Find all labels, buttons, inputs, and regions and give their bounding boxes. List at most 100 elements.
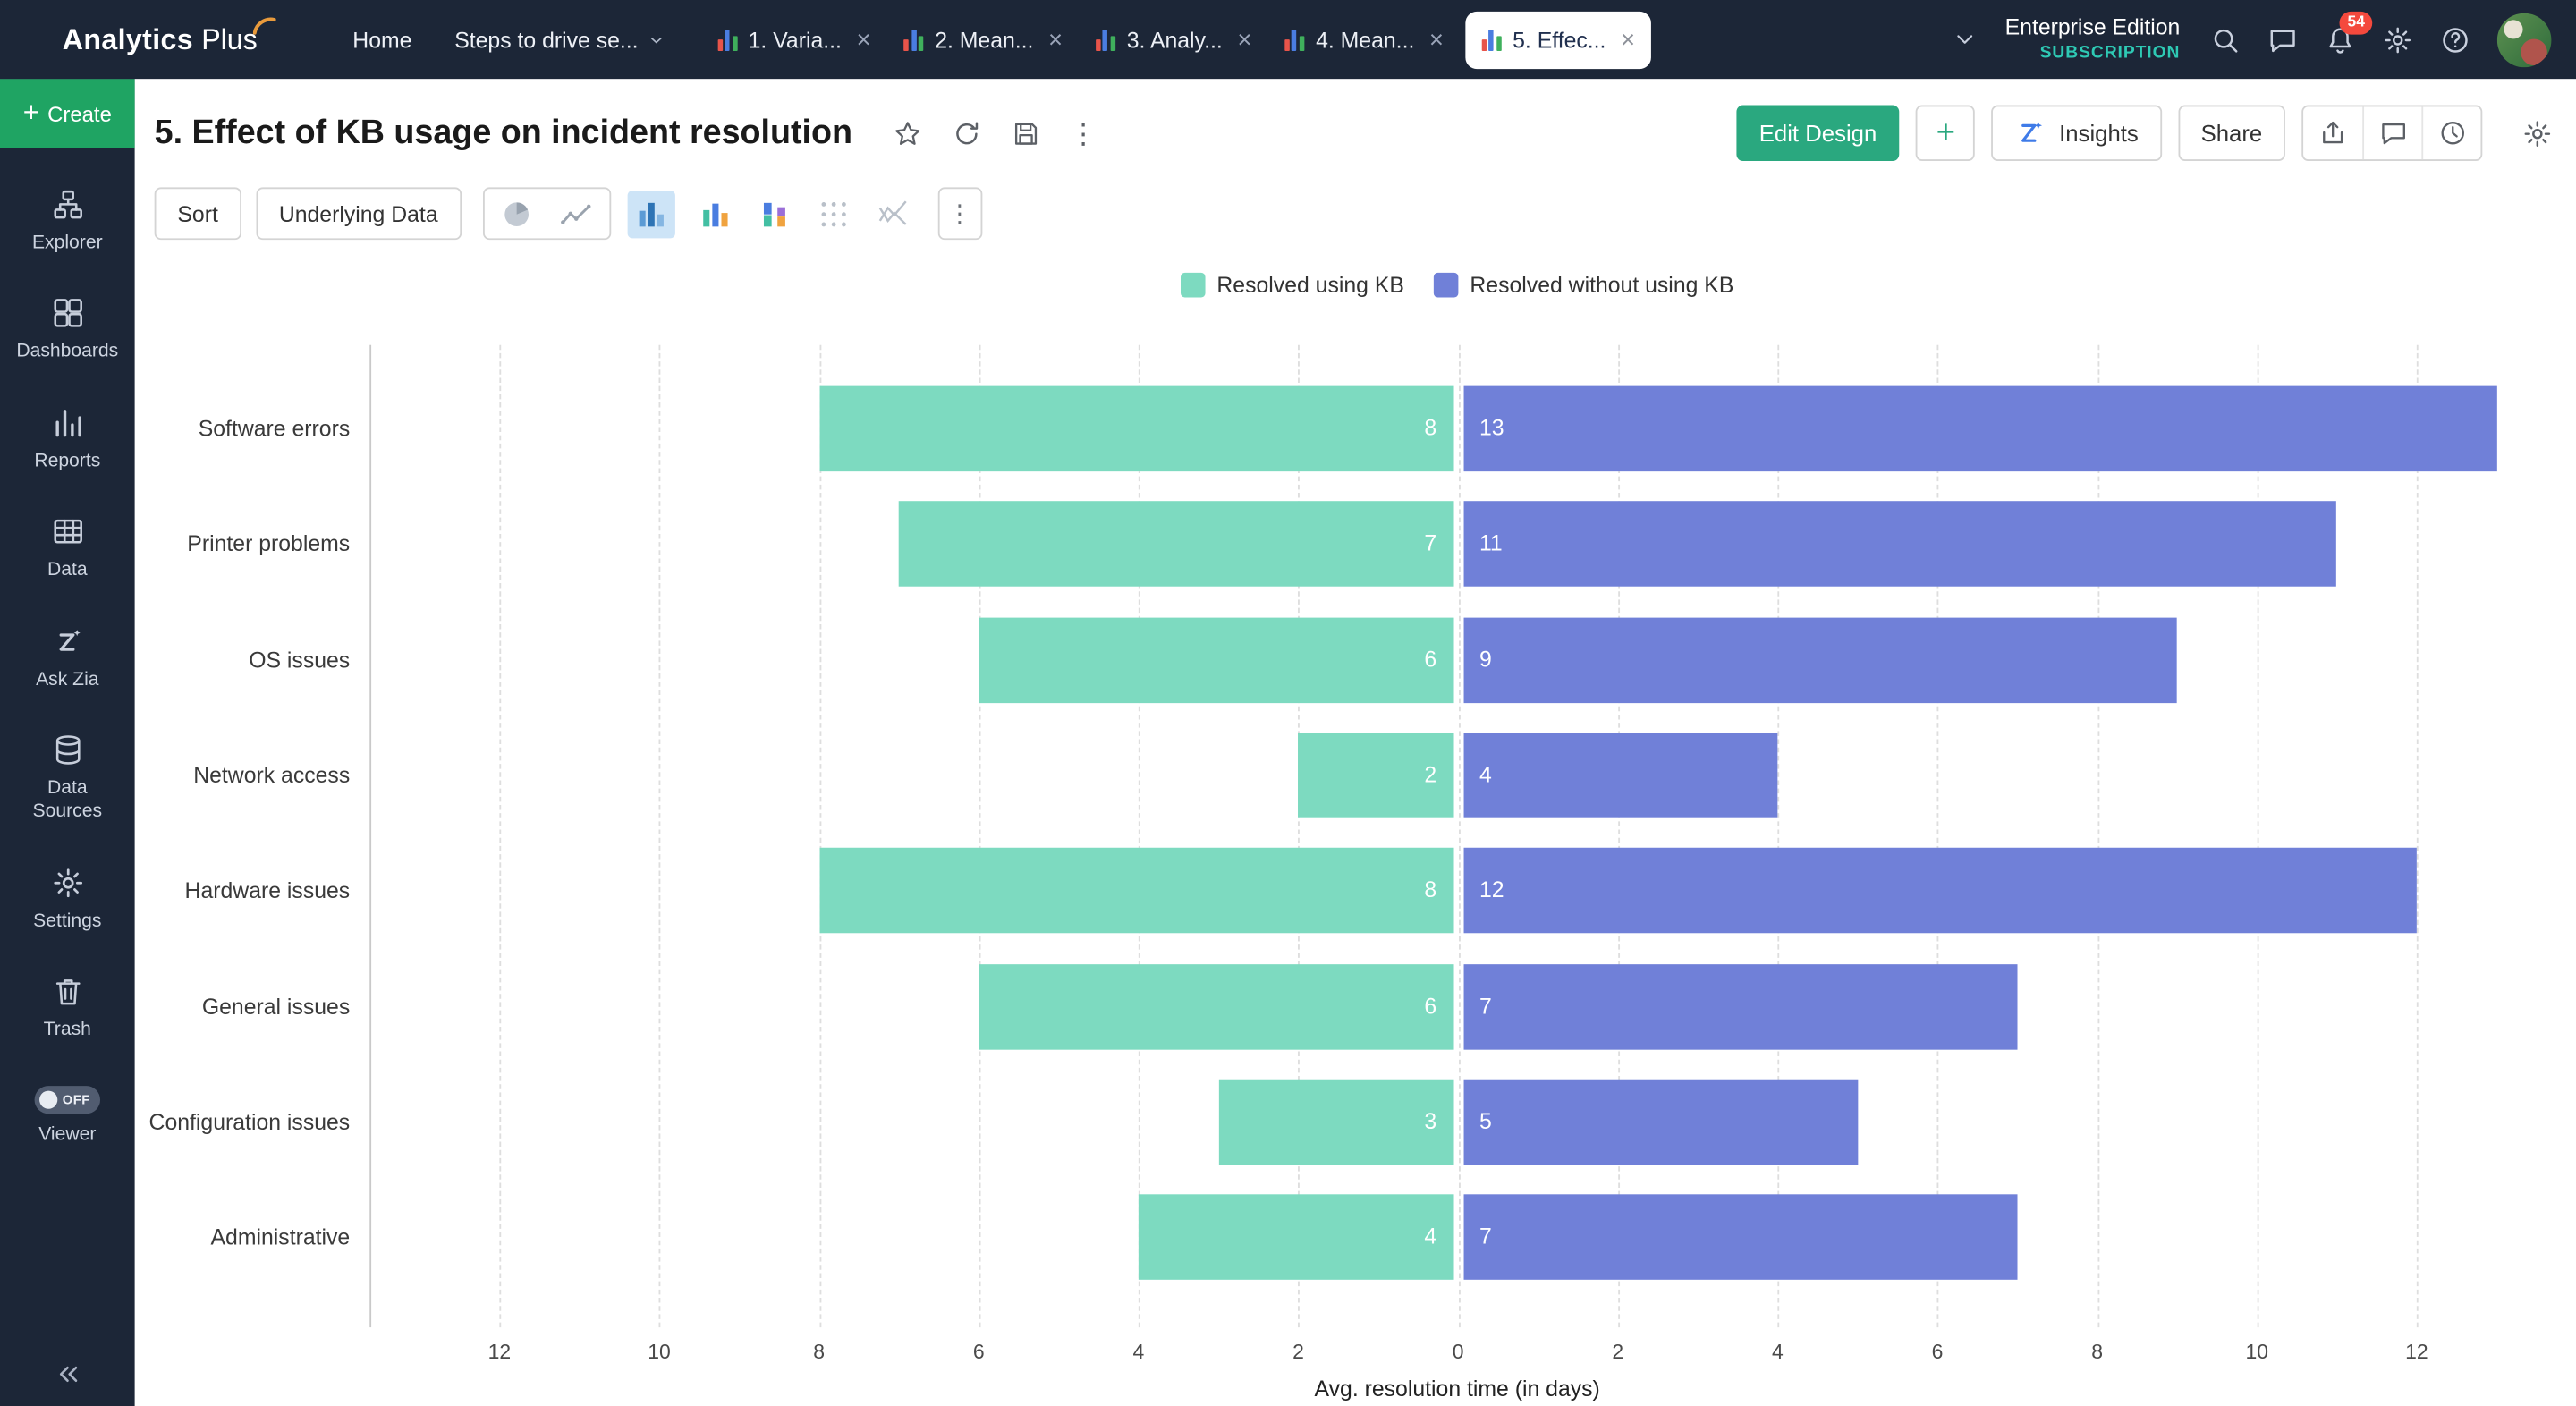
bar-resolved-without-using-kb[interactable]: 11 bbox=[1462, 501, 2337, 588]
sidebar-item-explorer[interactable]: Explorer bbox=[0, 187, 135, 255]
workspace-tab[interactable]: 1. Varia... × bbox=[700, 0, 887, 79]
avatar[interactable] bbox=[2496, 12, 2552, 67]
category-label: Printer problems bbox=[187, 531, 351, 557]
bar-value-label: 8 bbox=[1424, 877, 1437, 902]
bar-value-label: 13 bbox=[1479, 415, 1504, 441]
report-title: 5. Effect of KB usage on incident resolu… bbox=[154, 113, 853, 151]
add-button[interactable]: + bbox=[1916, 105, 1976, 161]
chart-type-group bbox=[482, 187, 611, 241]
save-icon[interactable] bbox=[1010, 117, 1041, 148]
line-chart-icon[interactable] bbox=[558, 196, 594, 232]
explorer-icon bbox=[50, 187, 85, 222]
pie-chart-icon[interactable] bbox=[499, 196, 535, 232]
bar-resolved-using-kb[interactable]: 6 bbox=[979, 616, 1453, 703]
help-icon[interactable] bbox=[2440, 24, 2471, 55]
sidebar-item-label: Viewer bbox=[38, 1125, 97, 1146]
workspace-tab[interactable]: 2. Mean... × bbox=[887, 0, 1080, 79]
tab-label: 1. Varia... bbox=[748, 27, 842, 52]
search-icon[interactable] bbox=[2209, 24, 2241, 55]
bell-icon[interactable]: 54 bbox=[2325, 10, 2373, 55]
stacked-chart-icon[interactable] bbox=[757, 196, 792, 232]
tab-overflow-chevron-icon[interactable] bbox=[1953, 26, 1979, 52]
gridline bbox=[1936, 344, 1939, 1328]
tab-strip: 1. Varia... × 2. Mean... × 3. Analy... × 4. Me… bbox=[700, 0, 1657, 79]
bar-resolved-without-using-kb[interactable]: 9 bbox=[1462, 616, 2177, 703]
x-tick-label: 10 bbox=[2245, 1340, 2268, 1364]
sidebar-item-label: Reports bbox=[34, 451, 101, 471]
bar-resolved-using-kb[interactable]: 8 bbox=[818, 385, 1453, 472]
sidebar-item-data[interactable]: Data bbox=[0, 514, 135, 582]
sidebar-item-trash[interactable]: Trash bbox=[0, 974, 135, 1042]
bar-resolved-using-kb[interactable]: 6 bbox=[979, 963, 1453, 1049]
bar-value-label: 8 bbox=[1424, 415, 1437, 441]
gear-icon[interactable] bbox=[2382, 24, 2413, 55]
sidebar-item-dashboards[interactable]: Dashboards bbox=[0, 296, 135, 364]
close-icon[interactable]: × bbox=[1237, 25, 1252, 54]
sidebar-item-viewer[interactable]: OFF Viewer bbox=[0, 1086, 135, 1148]
sidebar-collapse-icon[interactable] bbox=[0, 1359, 135, 1390]
chat-icon[interactable] bbox=[2267, 24, 2299, 55]
share-button[interactable]: Share bbox=[2177, 105, 2285, 161]
star-icon[interactable] bbox=[892, 117, 923, 148]
history-clock-icon[interactable] bbox=[2421, 106, 2480, 160]
bar-resolved-using-kb[interactable]: 2 bbox=[1298, 732, 1453, 818]
close-icon[interactable]: × bbox=[1048, 25, 1063, 54]
top-navbar: Analytics Plus Home Steps to drive se...… bbox=[0, 0, 2576, 80]
refresh-icon[interactable] bbox=[951, 117, 982, 148]
create-button[interactable]: + Create bbox=[0, 79, 135, 148]
bar-resolved-without-using-kb[interactable]: 7 bbox=[1462, 963, 2018, 1049]
bar-resolved-without-using-kb[interactable]: 7 bbox=[1462, 1194, 2018, 1280]
bar-chart-icon[interactable] bbox=[626, 190, 675, 238]
bar-resolved-without-using-kb[interactable]: 4 bbox=[1462, 732, 1778, 818]
x-tick-label: 12 bbox=[487, 1340, 512, 1364]
bar-resolved-using-kb[interactable]: 3 bbox=[1218, 1079, 1453, 1165]
y-axis-line bbox=[369, 344, 372, 1328]
column-chart-icon[interactable] bbox=[698, 196, 733, 232]
close-icon[interactable]: × bbox=[1620, 25, 1636, 54]
legend-item[interactable]: Resolved without using KB bbox=[1433, 272, 1733, 298]
underlying-data-button[interactable]: Underlying Data bbox=[256, 187, 462, 241]
scatter-chart-icon[interactable] bbox=[816, 196, 852, 232]
top-nav-links: Home Steps to drive se... bbox=[352, 27, 665, 52]
toggle-knob-icon bbox=[39, 1091, 58, 1110]
chart-legend: Resolved using KB Resolved without using … bbox=[1180, 272, 1733, 298]
bar-resolved-without-using-kb[interactable]: 13 bbox=[1462, 385, 2497, 472]
bar-resolved-using-kb[interactable]: 7 bbox=[898, 501, 1453, 588]
sidebar-item-ask-zia[interactable]: Ask Zia bbox=[0, 623, 135, 691]
legend-item[interactable]: Resolved using KB bbox=[1180, 272, 1404, 298]
gridline bbox=[2257, 344, 2259, 1328]
workspace-tab[interactable]: 5. Effec... × bbox=[1464, 10, 1652, 69]
workspace-tab[interactable]: 4. Mean... × bbox=[1268, 0, 1461, 79]
more-options-icon[interactable]: ⋮ bbox=[1069, 117, 1097, 149]
sidebar-item-data-sources[interactable]: Data Sources bbox=[0, 733, 135, 824]
create-button-label: Create bbox=[47, 100, 112, 126]
edit-design-button[interactable]: Edit Design bbox=[1736, 105, 1900, 161]
sidebar-item-label: Data Sources bbox=[32, 778, 103, 822]
category-label: OS issues bbox=[249, 647, 351, 673]
sidebar-item-label: Dashboards bbox=[16, 342, 119, 362]
web-chart-icon[interactable] bbox=[875, 196, 911, 232]
bar-value-label: 3 bbox=[1424, 1108, 1437, 1133]
legend-swatch bbox=[1180, 272, 1206, 298]
nav-home[interactable]: Home bbox=[352, 27, 411, 52]
bar-resolved-without-using-kb[interactable]: 12 bbox=[1462, 848, 2417, 934]
sort-button[interactable]: Sort bbox=[154, 187, 242, 241]
bar-resolved-using-kb[interactable]: 4 bbox=[1138, 1194, 1453, 1280]
viewer-toggle[interactable]: OFF bbox=[34, 1086, 101, 1114]
bar-resolved-using-kb[interactable]: 8 bbox=[818, 848, 1453, 934]
close-icon[interactable]: × bbox=[856, 25, 871, 54]
bar-resolved-without-using-kb[interactable]: 5 bbox=[1462, 1079, 1858, 1165]
sidebar-item-settings[interactable]: Settings bbox=[0, 865, 135, 933]
insights-button[interactable]: Insights bbox=[1991, 105, 2162, 161]
close-icon[interactable]: × bbox=[1428, 25, 1445, 54]
export-icon[interactable] bbox=[2303, 106, 2362, 159]
report-settings-gear-icon[interactable] bbox=[2521, 117, 2553, 148]
tab-label: 5. Effec... bbox=[1513, 27, 1606, 52]
workspace-menu[interactable]: Steps to drive se... bbox=[454, 27, 665, 52]
workspace-tab[interactable]: 3. Analy... × bbox=[1079, 0, 1267, 79]
comment-icon[interactable] bbox=[2362, 106, 2421, 160]
gridline bbox=[2416, 344, 2419, 1328]
more-chart-types-icon[interactable]: ⋮ bbox=[937, 187, 982, 241]
sidebar-item-reports[interactable]: Reports bbox=[0, 405, 135, 473]
